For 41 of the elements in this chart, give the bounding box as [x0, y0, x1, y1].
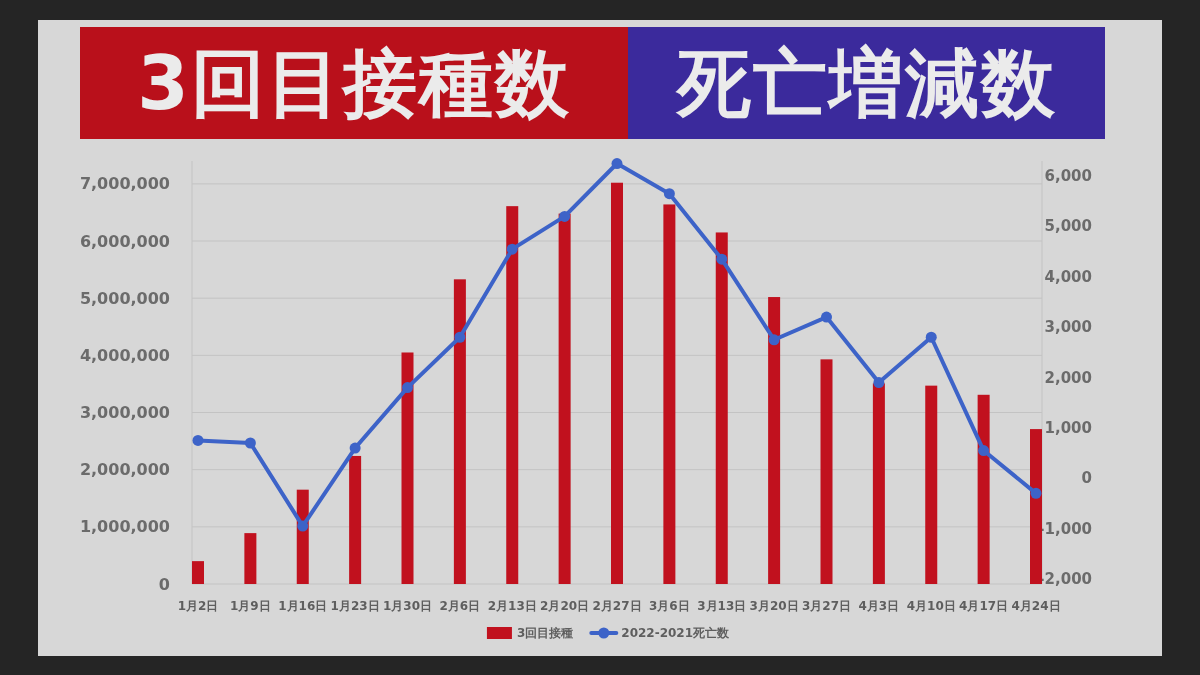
legend-label: 2022-2021死亡数	[621, 626, 731, 640]
x-tick-label: 1月23日	[330, 599, 380, 613]
y2-tick-label: 0	[1081, 469, 1092, 488]
y2-tick-label: -1,000	[1038, 519, 1092, 538]
y2-tick-label: 4,000	[1044, 267, 1092, 286]
y2-tick-label: 6,000	[1044, 167, 1092, 186]
x-tick-label: 2月27日	[592, 599, 642, 613]
x-tick-label: 1月9日	[230, 599, 271, 613]
x-tick-label: 1月30日	[382, 599, 433, 613]
y2-tick-label: 3,000	[1044, 318, 1092, 337]
y-tick-label: 7,000,000	[79, 174, 170, 194]
x-tick-label: 3月6日	[649, 599, 690, 613]
y-tick-label: 3,000,000	[79, 403, 170, 423]
y2-tick-label: 2,000	[1044, 368, 1092, 387]
x-tick-label: 4月3日	[858, 599, 900, 613]
legend-label: 3回目接種	[516, 626, 574, 640]
y2-tick-label: 1,000	[1044, 418, 1092, 437]
y-tick-label: 1,000,000	[79, 517, 170, 537]
x-tick-label: 4月10日	[906, 599, 956, 613]
y-tick-label: 2,000,000	[79, 460, 170, 480]
y-tick-label: 6,000,000	[79, 231, 170, 251]
y2-tick-label: -2,000	[1038, 569, 1092, 588]
y-tick-label: 5,000,000	[79, 288, 170, 308]
y-tick-label: 4,000,000	[79, 345, 170, 365]
y2-tick-label: 5,000	[1044, 217, 1092, 236]
x-tick-label: 2月20日	[540, 599, 590, 613]
x-tick-label: 3月20日	[749, 599, 799, 613]
x-tick-label: 3月27日	[801, 599, 852, 613]
chart-subtitle: 死亡増減数	[674, 40, 1057, 126]
y-tick-label: 0	[158, 574, 170, 594]
x-tick-label: 2月13日	[487, 599, 537, 613]
legend: 3回目接種 2022-2021死亡数	[486, 626, 730, 640]
chart-title: 3回目接種数	[137, 40, 571, 126]
x-tick-label: 4月17日	[959, 599, 1009, 613]
x-tick-label: 4月24日	[1011, 599, 1061, 613]
x-tick-label: 1月16日	[278, 599, 328, 613]
title: 3回目接種数	[80, 27, 628, 139]
x-tick-label: 3月13日	[697, 599, 747, 613]
x-tick-label: 1月2日	[177, 599, 219, 613]
subtitle: 死亡増減数	[628, 27, 1105, 139]
x-tick-label: 2月6日	[439, 599, 481, 613]
